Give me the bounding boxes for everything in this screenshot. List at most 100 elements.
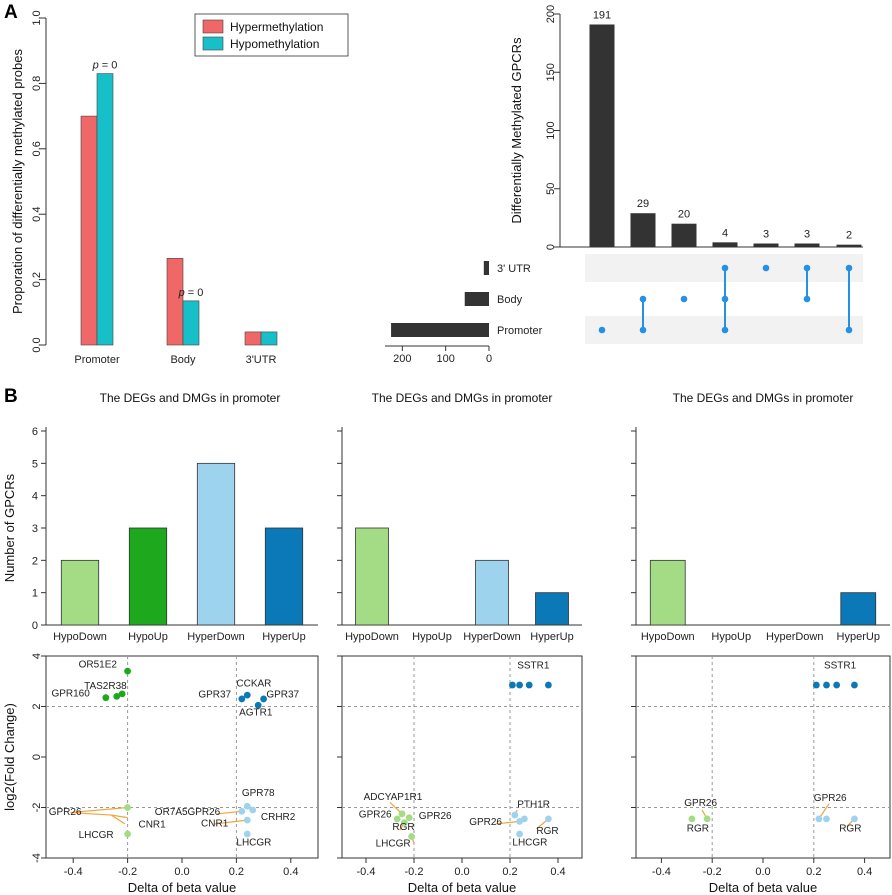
legend-swatch (202, 36, 224, 51)
point-hyperup (812, 681, 820, 689)
point-hyperup (238, 695, 246, 703)
point-hyperdown (238, 807, 246, 815)
bar-hypodown (649, 559, 686, 626)
y-tick-label: 0 (545, 244, 557, 250)
gene-label: OR7A5 (155, 807, 188, 818)
gene-label: GPR26 (359, 810, 392, 821)
point-hyperup (823, 681, 830, 689)
upset-bar-label: 3 (804, 229, 810, 241)
x-tick-label: -0.4 (357, 866, 376, 878)
point-hyperdown (815, 815, 823, 823)
x-tick-label: 0.0 (755, 866, 770, 878)
p-rest: = 0 (185, 287, 204, 299)
point-hyperdown (823, 815, 830, 823)
gene-label: GPR26 (814, 793, 847, 804)
x-tick-label: HypoUp (128, 631, 168, 643)
point-hyperdown (249, 806, 257, 814)
x-tick-label: 0.2 (229, 866, 244, 878)
bar-chart-title: The DEGs and DMGs in promoter (100, 391, 281, 405)
y-tick-label: 6 (32, 426, 38, 438)
point-hyperdown (243, 830, 251, 838)
x-tick-label: -0.2 (118, 866, 137, 878)
x-tick-label: HyperDown (766, 631, 823, 643)
gene-label: CNR1 (201, 818, 229, 829)
p-value-annotation: p = 0 (92, 60, 118, 72)
x-tick-label: Promoter (74, 354, 120, 366)
point-hyperup (545, 681, 552, 689)
x-tick-label: 0.2 (502, 866, 517, 878)
bar-hypodown (355, 527, 389, 626)
p-value-annotation: p = 0 (178, 287, 204, 299)
gene-label: GPR26 (49, 807, 82, 818)
gene-label: GPR37 (266, 690, 299, 701)
label-leader (70, 811, 112, 816)
chart-layer: 0.0 0.2 0.4 0.6 0.8 1.0 Proporation of differe… (2, 5, 891, 895)
matrix-dot (721, 264, 729, 272)
x-tick-label: -0.4 (64, 866, 83, 878)
set-size-bar (391, 323, 489, 337)
p-rest: = 0 (99, 60, 118, 72)
x-tick-label: 0.4 (550, 866, 565, 878)
x-tick-label: 0.0 (174, 866, 189, 878)
set-axis-label: 0 (486, 353, 492, 365)
y-tick-label: 2 (31, 703, 43, 709)
point-hypoup (113, 693, 121, 700)
point-hyperup (516, 681, 523, 689)
gene-label: LHCGR (236, 837, 271, 848)
gene-label: ADCYAP1R1 (364, 792, 423, 803)
gene-label: LHCGR (376, 839, 411, 850)
legend-label: Hypermethylation (230, 20, 323, 34)
label-leader (495, 820, 520, 825)
y-tick-label: 3 (32, 523, 38, 535)
panel-b-letter: B (4, 386, 18, 407)
gene-label: LHCGR (79, 830, 114, 841)
x-tick-label: -0.2 (703, 866, 722, 878)
point-hypodown (408, 833, 415, 840)
point-hypodown (398, 810, 406, 818)
gene-label: SSTR1 (517, 661, 550, 672)
point-hypodown (688, 815, 696, 823)
point-hypodown (124, 804, 131, 811)
y-tick-label: 150 (545, 63, 557, 81)
point-hyperdown (545, 815, 552, 823)
y-tick-label: 50 (545, 183, 557, 195)
gene-label: LHCGR (512, 837, 547, 848)
point-hyperup (254, 701, 262, 709)
matrix-dot (803, 264, 811, 272)
x-tick-label: 0.2 (806, 866, 821, 878)
x-tick-label: 0.4 (283, 866, 298, 878)
gene-label: RGR (839, 823, 861, 834)
gene-label: RGR (687, 823, 709, 834)
x-tick-label: HyperDown (187, 631, 244, 643)
upset-bar-label: 3 (763, 229, 769, 241)
point-hyperup (243, 691, 251, 699)
point-hypoup (102, 694, 110, 702)
point-hyperup (509, 681, 516, 689)
bar-hyperdown (475, 559, 509, 626)
y-tick-label: 0.0 (31, 337, 43, 352)
gene-label: OR51E2 (79, 659, 118, 670)
bar-hyperup (840, 592, 877, 626)
gene-label: GPR160 (51, 688, 90, 699)
y-tick-label: -2 (31, 803, 43, 813)
y-tick-label: 4 (31, 653, 43, 659)
point-hyperdown (511, 811, 519, 819)
x-tick-label: HyperUp (530, 631, 573, 643)
point-hyperup (525, 681, 533, 689)
legend-label: Hypomethylation (230, 37, 319, 51)
upset-bar (836, 244, 862, 247)
gene-label: SSTR1 (824, 661, 857, 672)
x-tick-label: HypoDown (641, 631, 695, 643)
x-tick-label: HypoUp (412, 631, 452, 643)
upset-bar-label: 20 (678, 209, 690, 221)
upset-bar (630, 213, 656, 247)
set-axis-label: 200 (393, 353, 411, 365)
upset-bar-label: 29 (637, 198, 649, 210)
set-size-bar (464, 292, 489, 306)
gene-label: CCKAR (236, 678, 271, 689)
matrix-dot (762, 264, 770, 272)
upset-bar-label: 2 (846, 230, 852, 242)
bar-hyperdown (196, 462, 236, 626)
bar-hypomethylation (260, 331, 278, 346)
x-tick-label: 0.0 (454, 866, 469, 878)
